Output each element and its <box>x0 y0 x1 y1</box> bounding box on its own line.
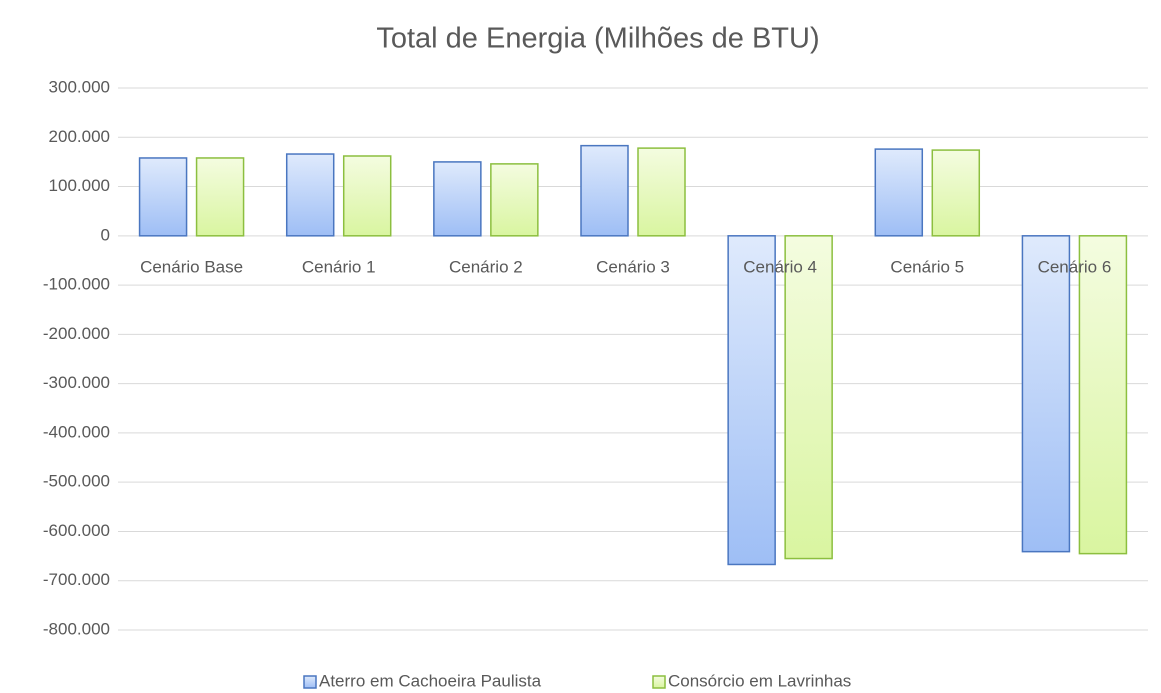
y-tick-label: -300.000 <box>43 373 110 392</box>
y-tick-label: -100.000 <box>43 275 110 294</box>
y-tick-label: 300.000 <box>49 77 110 96</box>
legend-label: Aterro em Cachoeira Paulista <box>319 671 542 690</box>
x-tick-label: Cenário 5 <box>890 257 964 276</box>
y-tick-label: 200.000 <box>49 127 110 146</box>
bar <box>874 148 924 237</box>
bar <box>931 149 981 237</box>
y-tick-label: -700.000 <box>43 570 110 589</box>
bar <box>784 235 833 560</box>
legend-label: Consórcio em Lavrinhas <box>668 671 851 690</box>
bar <box>727 235 776 566</box>
x-tick-label: Cenário 4 <box>743 257 817 276</box>
x-tick-label: Cenário Base <box>140 257 243 276</box>
bar <box>1021 235 1071 553</box>
chart-title: Total de Energia (Milhões de BTU) <box>376 23 819 55</box>
x-tick-label: Cenário 3 <box>596 257 670 276</box>
bar <box>138 157 188 237</box>
y-tick-label: -800.000 <box>43 619 110 638</box>
bar <box>637 147 686 237</box>
y-tick-label: 100.000 <box>49 176 110 195</box>
bar <box>580 144 629 237</box>
bar <box>490 163 539 237</box>
y-tick-label: 0 <box>101 225 110 244</box>
y-tick-label: -200.000 <box>43 324 110 343</box>
x-tick-label: Cenário 6 <box>1038 257 1112 276</box>
bar <box>285 153 335 237</box>
y-tick-label: -400.000 <box>43 422 110 441</box>
legend-swatch <box>303 675 317 689</box>
bar <box>433 161 482 237</box>
bar <box>195 157 245 237</box>
y-tick-label: -600.000 <box>43 521 110 540</box>
legend-swatch <box>652 675 666 689</box>
bar <box>1078 235 1128 555</box>
bar <box>342 155 392 237</box>
x-tick-label: Cenário 2 <box>449 257 523 276</box>
y-tick-label: -500.000 <box>43 472 110 491</box>
x-tick-label: Cenário 1 <box>302 257 376 276</box>
